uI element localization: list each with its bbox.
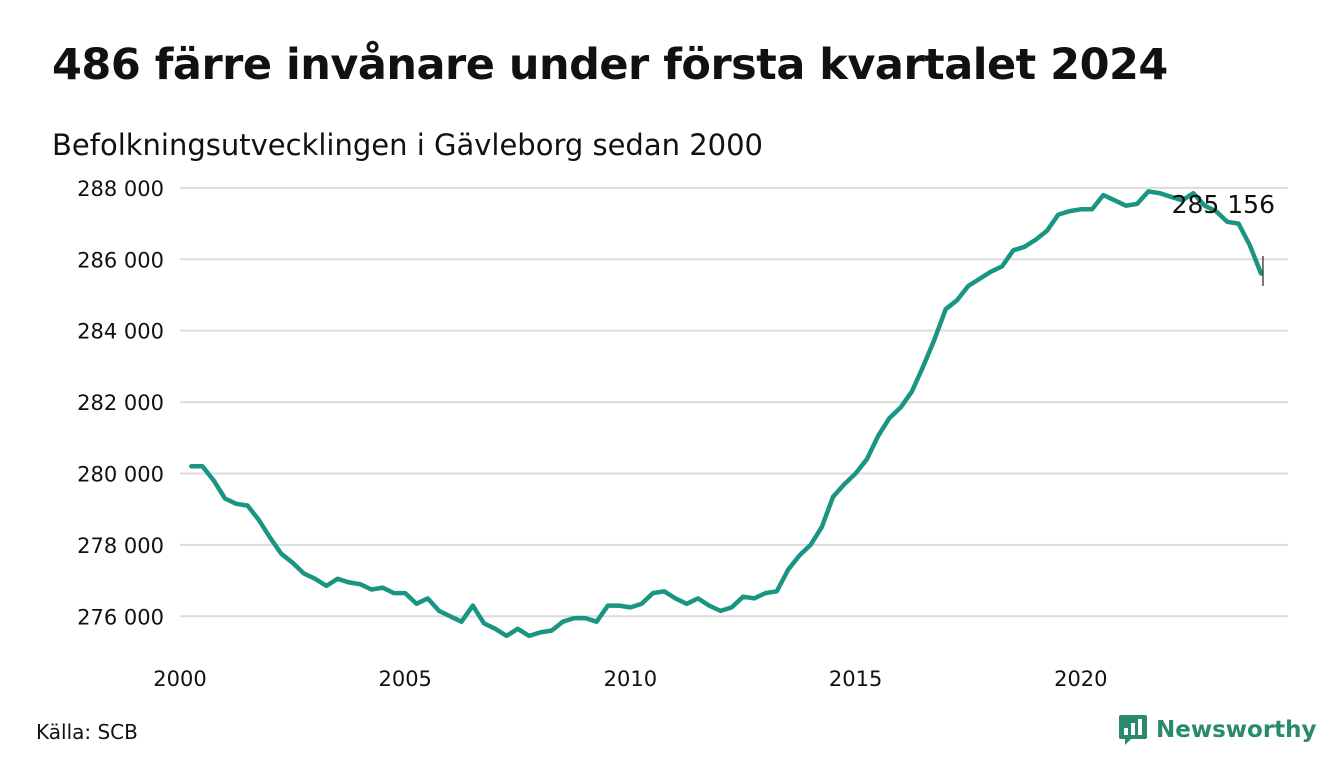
x-axis-tick-labels: 2000 2005 2010 2015 2020	[153, 667, 1107, 691]
last-value-label: 285 156	[1172, 190, 1275, 219]
newsworthy-logo-icon	[1119, 715, 1147, 745]
annotation-layer: 285 156	[1172, 190, 1275, 286]
y-tick-label: 278 000	[77, 534, 164, 558]
series-line	[189, 189, 1264, 639]
x-tick-label: 2005	[378, 667, 431, 691]
y-tick-label: 282 000	[77, 391, 164, 415]
brand-logo[interactable]: Newsworthy	[1118, 713, 1317, 747]
x-tick-label: 2015	[829, 667, 882, 691]
y-tick-label: 286 000	[77, 248, 164, 272]
chart-title: 486 färre invånare under första kvartale…	[52, 40, 1168, 90]
y-axis-tick-labels: 276 000 278 000 280 000 282 000 284 000 286 0…	[77, 177, 164, 629]
y-tick-label: 288 000	[77, 177, 164, 201]
y-tick-label: 276 000	[77, 605, 164, 629]
source-label: Källa: SCB	[36, 720, 138, 744]
y-tick-label: 280 000	[77, 462, 164, 486]
x-tick-label: 2010	[604, 667, 657, 691]
line-chart: 276 000 278 000 280 000 282 000 284 000 286 0…	[77, 177, 1288, 691]
grid-lines	[180, 186, 1288, 618]
y-tick-label: 284 000	[77, 320, 164, 344]
x-tick-label: 2020	[1054, 667, 1107, 691]
x-tick-label: 2000	[153, 667, 206, 691]
chart-subtitle: Befolkningsutvecklingen i Gävleborg seda…	[52, 128, 764, 162]
series-layer	[189, 189, 1264, 639]
brand-name: Newsworthy	[1156, 717, 1317, 743]
